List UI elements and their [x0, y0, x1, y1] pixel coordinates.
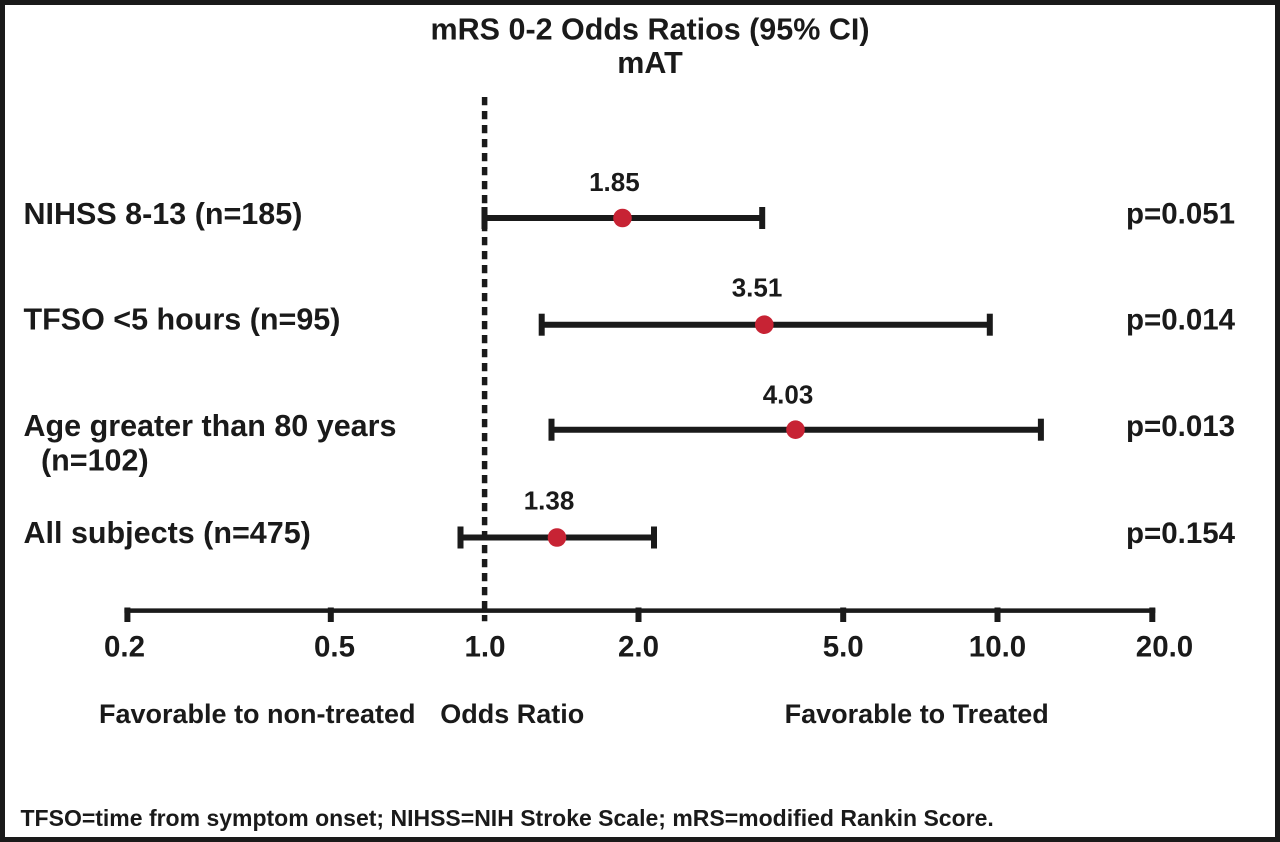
svg-text:2.0: 2.0 — [618, 630, 659, 663]
svg-text:All subjects (n=475): All subjects (n=475) — [24, 516, 311, 550]
svg-text:Odds Ratio: Odds Ratio — [440, 699, 584, 729]
svg-text:(n=102): (n=102) — [41, 444, 149, 478]
svg-text:4.03: 4.03 — [763, 380, 814, 410]
svg-text:10.0: 10.0 — [969, 630, 1026, 663]
svg-text:p=0.154: p=0.154 — [1126, 517, 1236, 550]
svg-text:20.0: 20.0 — [1136, 630, 1193, 663]
svg-text:Age greater than 80 years: Age greater than 80 years — [24, 409, 397, 443]
svg-text:3.51: 3.51 — [732, 273, 783, 303]
svg-text:p=0.013: p=0.013 — [1126, 410, 1235, 443]
svg-text:5.0: 5.0 — [823, 630, 864, 663]
svg-text:1.38: 1.38 — [524, 486, 575, 516]
svg-text:1.85: 1.85 — [589, 167, 640, 197]
svg-text:p=0.014: p=0.014 — [1126, 304, 1236, 337]
svg-text:NIHSS 8-13 (n=185): NIHSS 8-13 (n=185) — [24, 197, 303, 231]
svg-text:TFSO=time from symptom onset;: TFSO=time from symptom onset; NIHSS=NIH … — [21, 805, 994, 831]
svg-text:Favorable to non-treated: Favorable to non-treated — [99, 699, 416, 729]
svg-text:mAT: mAT — [617, 46, 683, 80]
svg-text:TFSO <5 hours (n=95): TFSO <5 hours (n=95) — [24, 303, 341, 337]
svg-text:mRS 0-2 Odds Ratios (95% CI): mRS 0-2 Odds Ratios (95% CI) — [431, 13, 870, 47]
svg-text:0.2: 0.2 — [104, 630, 145, 663]
svg-text:p=0.051: p=0.051 — [1126, 198, 1235, 231]
svg-text:Favorable to Treated: Favorable to Treated — [785, 699, 1049, 729]
svg-text:0.5: 0.5 — [314, 630, 355, 663]
svg-text:1.0: 1.0 — [464, 630, 505, 663]
